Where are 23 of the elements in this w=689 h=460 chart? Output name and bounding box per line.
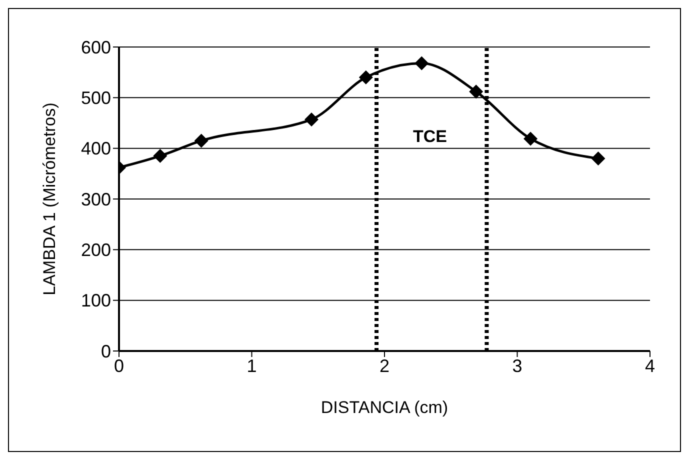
y-tick-label: 500 (80, 88, 111, 108)
point (591, 151, 606, 166)
point (414, 56, 429, 70)
x-tick-label: 1 (246, 356, 257, 376)
y-tick-label: 100 (80, 290, 111, 311)
point (469, 84, 484, 99)
x-tick-label: 0 (114, 356, 124, 376)
x-tick-label: 2 (379, 356, 390, 376)
point (153, 148, 168, 163)
annotation: TCE (413, 127, 447, 147)
y-tick-label: 600 (80, 37, 111, 58)
point (194, 134, 208, 148)
point (524, 132, 538, 146)
y-axis-title: LAMBDA 1 (Micrómetros) (40, 102, 60, 296)
point (358, 70, 373, 84)
x-tick-label: 4 (644, 356, 656, 376)
x-axis-title: DISTANCIA (cm) (320, 398, 448, 417)
y-tick-label: 400 (80, 138, 111, 159)
y-tick-label: 300 (80, 189, 111, 210)
y-tick-label: 200 (80, 240, 111, 260)
point (304, 112, 318, 126)
y-tick-label: 0 (100, 341, 111, 362)
x-tick-label: 3 (512, 356, 522, 376)
